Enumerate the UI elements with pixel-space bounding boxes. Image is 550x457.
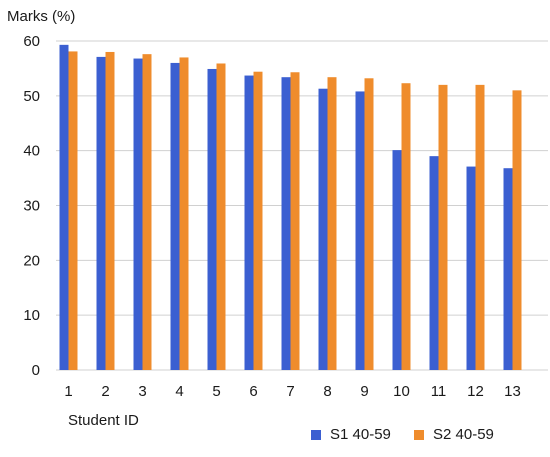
legend-swatch-s2 <box>414 429 424 440</box>
bar-s2 <box>142 54 152 370</box>
bar-s2 <box>401 83 411 370</box>
bar-s2 <box>475 84 485 370</box>
bar-s1 <box>355 91 365 371</box>
bar-s1 <box>466 166 476 370</box>
bar-s2 <box>216 63 226 371</box>
x-tick-label: 5 <box>212 383 220 400</box>
x-tick-label: 8 <box>323 383 331 400</box>
x-axis-ticks: 1 2 3 4 5 6 7 8 9 10 11 12 13 <box>64 383 521 400</box>
x-tick-label: 12 <box>467 383 484 400</box>
bars <box>59 44 522 371</box>
x-tick-label: 9 <box>360 383 368 400</box>
x-tick-label: 2 <box>101 383 109 400</box>
y-tick-label: 20 <box>23 252 40 269</box>
bar-s2 <box>327 77 337 370</box>
legend-label-s2: S2 40-59 <box>433 426 494 443</box>
y-tick-label: 30 <box>23 198 40 215</box>
x-tick-label: 1 <box>64 383 72 400</box>
y-axis-title: Marks (%) <box>7 8 75 25</box>
x-tick-label: 7 <box>286 383 294 400</box>
y-tick-label: 60 <box>23 33 40 50</box>
bar-s1 <box>170 62 180 370</box>
bar-s2 <box>105 51 115 370</box>
legend-item-s1: S1 40-59 <box>311 426 391 443</box>
bar-s2 <box>438 84 448 370</box>
bar-s1 <box>503 168 513 370</box>
x-tick-label: 10 <box>393 383 410 400</box>
bar-s1 <box>96 56 106 370</box>
bar-s2 <box>290 72 300 370</box>
x-tick-label: 4 <box>175 383 183 400</box>
legend-label-s1: S1 40-59 <box>330 426 391 443</box>
y-tick-label: 10 <box>23 307 40 324</box>
bar-s1 <box>59 44 69 371</box>
bar-s2 <box>512 90 522 370</box>
bar-s1 <box>318 88 328 370</box>
bar-s2 <box>179 57 189 370</box>
bar-s1 <box>244 75 254 371</box>
bar-s1 <box>281 77 291 370</box>
bar-s2 <box>253 71 263 370</box>
legend-swatch-s1 <box>311 429 321 440</box>
x-tick-label: 13 <box>504 383 521 400</box>
x-tick-label: 3 <box>138 383 146 400</box>
bar-s1 <box>429 156 439 370</box>
bar-s2 <box>364 78 374 370</box>
x-axis-title: Student ID <box>68 412 139 429</box>
y-axis-ticks: 0 10 20 30 40 50 60 <box>23 33 40 379</box>
y-tick-label: 50 <box>23 88 40 105</box>
legend-item-s2: S2 40-59 <box>414 426 494 443</box>
y-tick-label: 40 <box>23 143 40 160</box>
x-tick-label: 6 <box>249 383 257 400</box>
bar-s1 <box>392 150 402 370</box>
bar-s1 <box>133 58 143 371</box>
bar-s2 <box>68 51 78 370</box>
y-tick-label: 0 <box>32 362 40 379</box>
bar-s1 <box>207 68 217 370</box>
x-tick-label: 11 <box>431 383 447 400</box>
